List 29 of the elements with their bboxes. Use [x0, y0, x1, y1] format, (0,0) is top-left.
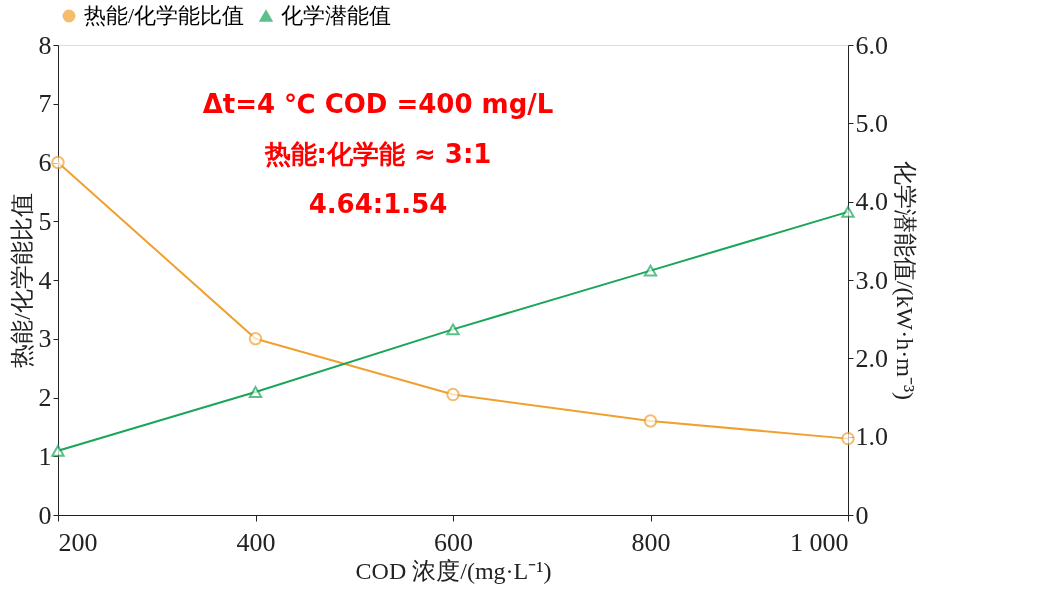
y2-tick-label: 3.0	[855, 265, 888, 295]
x-tick-label: 800	[631, 527, 671, 557]
y2-tick-label: 5.0	[855, 108, 888, 138]
y-tick-label: 7	[38, 89, 52, 119]
y-tick-label: 1	[38, 441, 52, 471]
annotation: 4.64:1.54	[308, 189, 448, 219]
y-tick-label: 4	[38, 265, 52, 295]
x-tick-label: 400	[236, 527, 276, 557]
y2-tick-label: 1.0	[855, 422, 888, 452]
y-tick-label: 5	[38, 206, 52, 236]
y-tick-label: 8	[38, 30, 52, 60]
annotation: 热能:化学能 ≈ 3:1	[263, 139, 492, 169]
x-tick-label: 200	[58, 527, 98, 557]
y2-tick-label: 0	[855, 500, 869, 530]
y2-tick-label: 2.0	[855, 343, 888, 373]
legend-label: 热能/化学能比值	[84, 3, 245, 28]
y-tick-label: 0	[38, 500, 52, 530]
y-axis-title: 热能/化学能比值	[8, 193, 35, 368]
y-tick-label: 2	[38, 383, 52, 412]
x-tick-label: 1 000	[790, 527, 849, 557]
y-tick-label: 6	[38, 148, 52, 177]
y2-tick-label: 4.0	[855, 187, 888, 217]
y2-tick-label: 6.0	[855, 30, 888, 60]
y-tick-label: 3	[38, 324, 52, 354]
x-tick-label: 600	[434, 527, 473, 557]
y2-axis-title: 化学潜能值/(kW·h·m⁻³)	[892, 160, 918, 401]
legend-label: 化学潜能值	[281, 3, 391, 28]
x-axis-title: COD 浓度/(mg·L⁻¹)	[355, 557, 552, 584]
annotation: Δt=4 ℃ COD =400 mg/L	[202, 89, 554, 119]
